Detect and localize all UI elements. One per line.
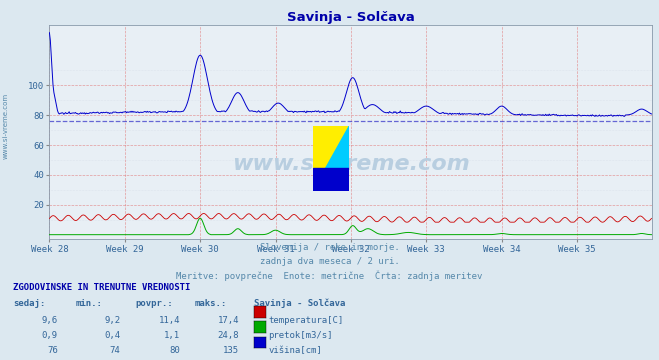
Text: temperatura[C]: temperatura[C] [268,316,343,325]
Title: Savinja - Solčava: Savinja - Solčava [287,11,415,24]
Text: pretok[m3/s]: pretok[m3/s] [268,331,333,340]
Text: 24,8: 24,8 [217,331,239,340]
Text: 9,6: 9,6 [42,316,58,325]
Text: 80: 80 [169,346,180,355]
Text: 1,1: 1,1 [164,331,180,340]
Text: zadnja dva meseca / 2 uri.: zadnja dva meseca / 2 uri. [260,257,399,266]
Text: sedaj:: sedaj: [13,299,45,308]
Text: 17,4: 17,4 [217,316,239,325]
Text: ZGODOVINSKE IN TRENUTNE VREDNOSTI: ZGODOVINSKE IN TRENUTNE VREDNOSTI [13,283,190,292]
Text: Meritve: povprečne  Enote: metrične  Črta: zadnja meritev: Meritve: povprečne Enote: metrične Črta:… [177,270,482,281]
Text: 0,4: 0,4 [105,331,121,340]
Text: www.si-vreme.com: www.si-vreme.com [232,154,470,175]
Text: maks.:: maks.: [194,299,227,308]
Text: višina[cm]: višina[cm] [268,346,322,355]
Text: min.:: min.: [76,299,103,308]
Text: 76: 76 [47,346,58,355]
Text: 9,2: 9,2 [105,316,121,325]
Text: 0,9: 0,9 [42,331,58,340]
Text: Slovenija / reke in morje.: Slovenija / reke in morje. [260,243,399,252]
Bar [313,168,349,191]
Polygon shape [313,126,349,191]
Text: 135: 135 [223,346,239,355]
Text: 11,4: 11,4 [158,316,180,325]
Text: www.si-vreme.com: www.si-vreme.com [2,93,9,159]
Text: 74: 74 [110,346,121,355]
Polygon shape [313,126,349,191]
Text: povpr.:: povpr.: [135,299,173,308]
Text: Savinja - Solčava: Savinja - Solčava [254,299,345,308]
